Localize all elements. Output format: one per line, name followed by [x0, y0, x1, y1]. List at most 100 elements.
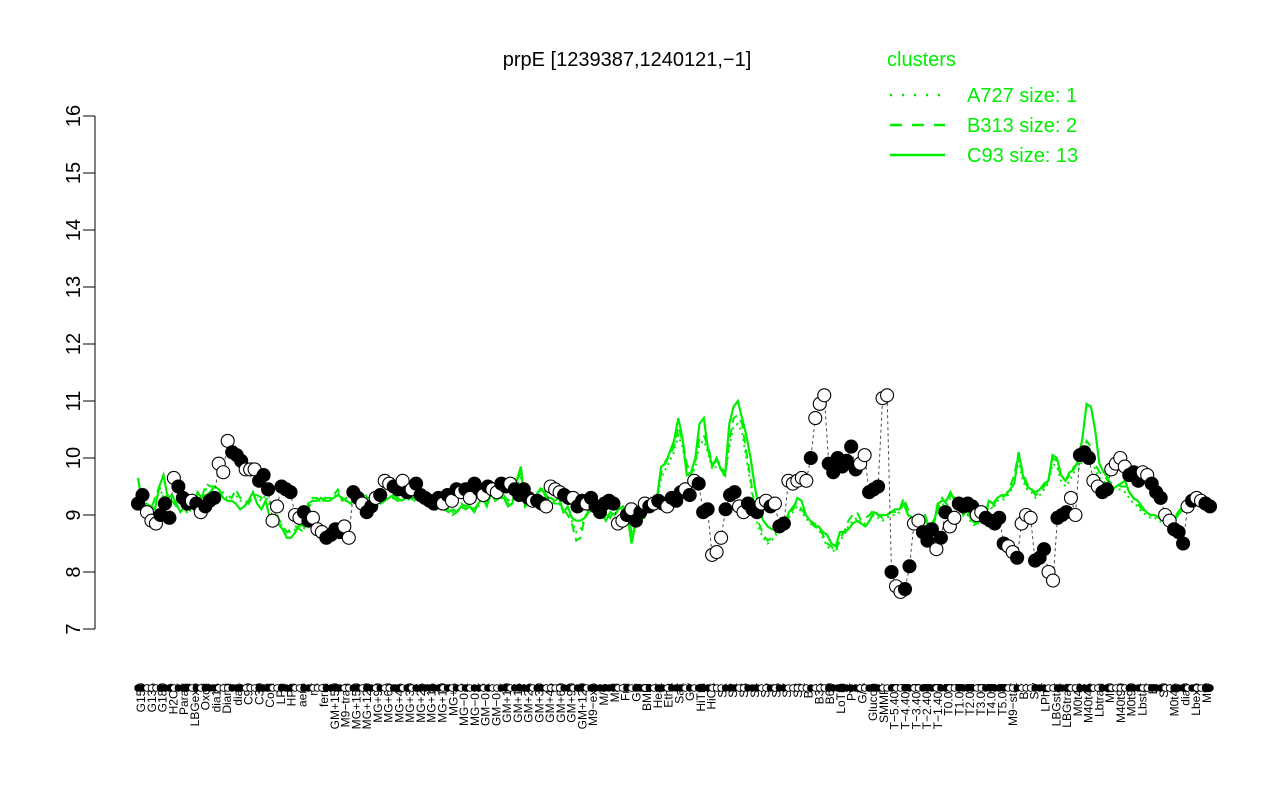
x-tick-label: GM+60 [554, 683, 568, 723]
x-tick-label: M9−stat [1006, 682, 1020, 726]
data-point [1045, 573, 1061, 588]
x-tick-label: MG+120 [360, 683, 374, 730]
data-point [1036, 542, 1052, 557]
y-axis: 7 8 9 10 11 12 13 14 15 16 [63, 105, 96, 635]
x-tick-label: MG+60 [382, 683, 396, 723]
x-tick-label: T−5.40H [888, 683, 902, 729]
data-point [1202, 499, 1218, 514]
y-tick-label: 12 [63, 333, 85, 355]
x-tick-label: GM+120 [575, 683, 589, 730]
x-tick-label: GM−0.2 [479, 683, 493, 726]
x-tick-label: MG+25 [414, 683, 428, 723]
data-point [718, 502, 733, 517]
x-tick-label: T−2.40H [920, 683, 934, 729]
x-axis: G150G135G180H2O2ParaqLBGexpOxctldia15Dia… [134, 682, 1214, 729]
x-tick-label: LBGstat [1049, 682, 1063, 726]
data-point [709, 544, 724, 560]
x-tick-label: T−3.40H [909, 683, 923, 729]
x-tick-label: MG+10 [435, 683, 449, 723]
data-point [933, 530, 948, 545]
data-point [373, 487, 388, 503]
data-point [261, 482, 276, 497]
data-point [808, 411, 823, 426]
data-point [817, 388, 832, 403]
data-point [162, 510, 177, 525]
x-tick-label: GM+150 [328, 683, 342, 730]
y-tick-label: 8 [63, 566, 85, 577]
data-point [857, 448, 872, 463]
data-point [1010, 550, 1025, 565]
data-point [1099, 482, 1114, 497]
data-point [1068, 507, 1083, 523]
data-points [130, 388, 1218, 600]
data-point [767, 496, 782, 511]
data-point [992, 510, 1007, 525]
x-tick-label: Glucon [866, 683, 880, 721]
chart-title: prpE [1239387,1240121,−1] [503, 49, 752, 71]
series-line-solid [136, 398, 1211, 549]
data-point [776, 516, 791, 531]
data-point [1023, 510, 1038, 525]
y-tick-label: 13 [63, 276, 85, 298]
x-tick-label: GM+10 [500, 683, 514, 723]
data-point [839, 453, 854, 468]
legend-title: clusters [887, 49, 956, 71]
x-tick-label: MG−0.2 [457, 683, 471, 726]
x-tick-label: GM+90 [565, 683, 579, 723]
x-tick-label: M9−tran [339, 683, 353, 727]
data-point [216, 465, 231, 480]
data-point [265, 513, 280, 528]
x-tick-label: GM+45 [543, 683, 557, 723]
x-tick-label: MG−0.1 [468, 683, 482, 726]
data-point [207, 490, 222, 505]
data-point [727, 485, 742, 500]
data-point [269, 499, 285, 514]
data-point [880, 388, 895, 403]
y-tick-label: 15 [63, 162, 85, 184]
x-tick-label: GM+25 [522, 683, 536, 723]
data-point [700, 502, 715, 517]
data-point [947, 510, 962, 525]
y-tick-label: 14 [63, 219, 85, 241]
x-tick-label: M40t90 [1114, 683, 1128, 723]
x-tick-label: SMMPr [877, 683, 891, 723]
x-tick-label: GM+30 [532, 683, 546, 723]
legend-entry-label: C93 size: 13 [967, 145, 1078, 167]
x-tick-label: LBGexp [188, 683, 202, 727]
data-point [283, 485, 298, 500]
data-point [1153, 490, 1168, 505]
rug-marker [1206, 684, 1214, 692]
x-tick-label: MG+30 [403, 683, 417, 723]
series-lines [136, 398, 1211, 555]
data-point [1081, 450, 1096, 466]
data-point [799, 473, 814, 488]
data-point [1063, 490, 1079, 505]
series-line-dotted [137, 422, 1211, 554]
data-point [897, 582, 913, 597]
data-point [714, 530, 729, 545]
data-point [256, 468, 271, 483]
data-point [157, 496, 172, 511]
data-point [682, 487, 697, 503]
x-tick-label: MG+15 [425, 683, 439, 723]
series-line-dashed [137, 413, 1211, 555]
y-tick-label: 9 [63, 509, 85, 520]
y-tick-label: 11 [63, 391, 85, 412]
data-point [803, 450, 818, 466]
data-point [341, 530, 356, 545]
x-tick-label: M40t45 [1082, 683, 1096, 723]
x-tick-label: MG+45 [392, 683, 406, 723]
x-tick-label: MG+150 [349, 683, 363, 730]
data-point [691, 476, 706, 491]
data-point [1176, 536, 1191, 551]
data-point [871, 479, 886, 494]
data-point [606, 496, 621, 511]
data-point [539, 499, 554, 514]
data-point [924, 522, 939, 537]
data-point [462, 490, 477, 505]
x-tick-label: T−1.40H [931, 683, 945, 729]
legend: clusters A727 size: 1 B313 size: 2 C93 siz… [887, 49, 1078, 167]
x-tick-label: GM−0.1 [489, 683, 503, 726]
data-point [902, 559, 917, 574]
